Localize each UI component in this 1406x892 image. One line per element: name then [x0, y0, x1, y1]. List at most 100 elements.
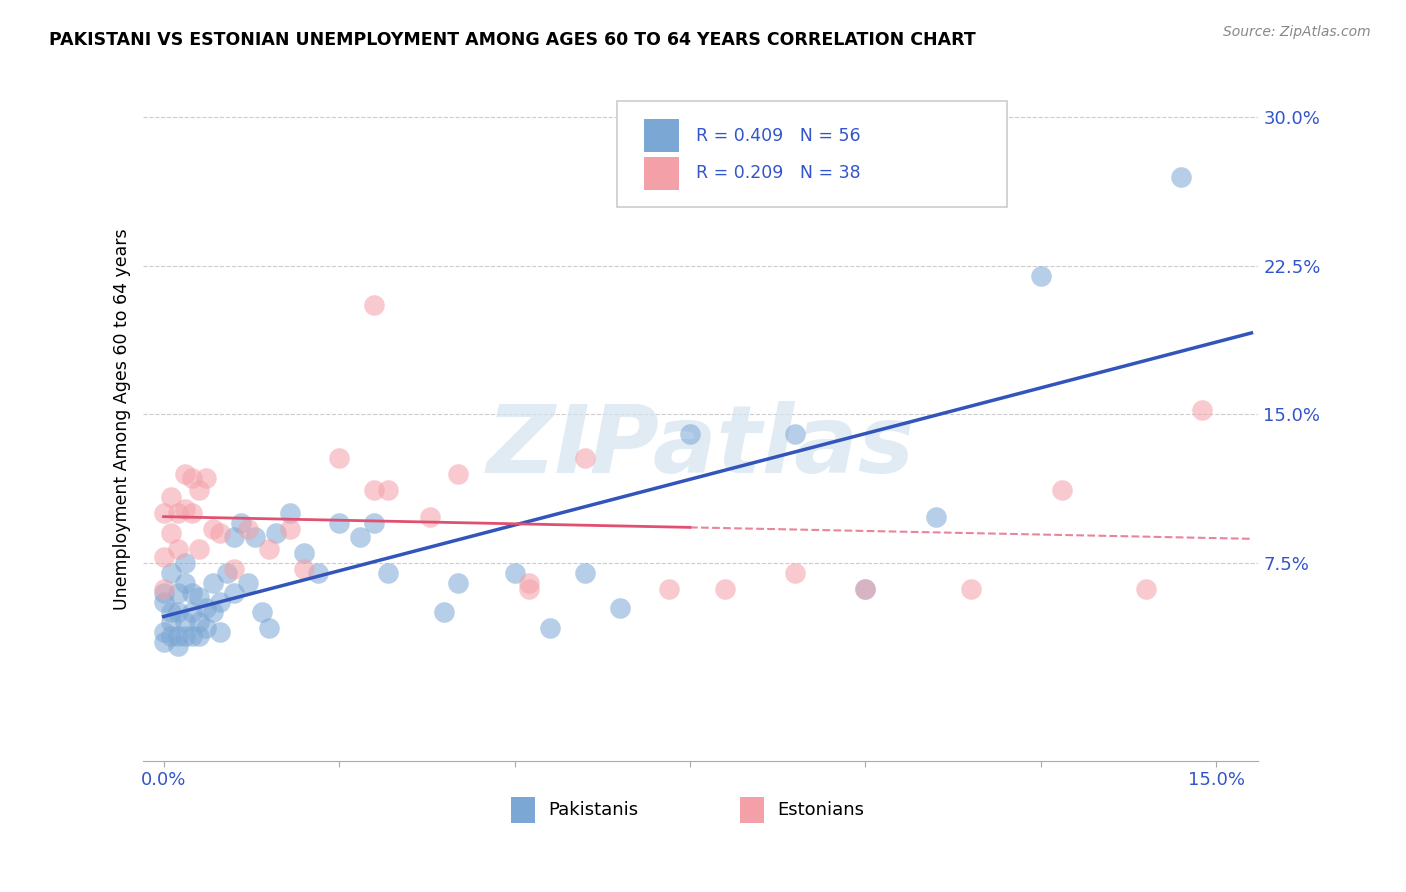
Point [187, 483, 209, 497]
Point [201, 522, 224, 536]
Point [433, 606, 456, 620]
Point [222, 562, 245, 576]
Point [152, 635, 174, 649]
Point [187, 615, 209, 630]
Point [785, 566, 807, 580]
Point [377, 566, 399, 580]
Point [152, 549, 174, 564]
Point [517, 582, 540, 596]
Point [173, 629, 195, 643]
Y-axis label: Unemployment Among Ages 60 to 64 years: Unemployment Among Ages 60 to 64 years [114, 228, 131, 610]
Point [152, 595, 174, 609]
Point [173, 575, 195, 590]
Point [785, 427, 807, 442]
FancyBboxPatch shape [510, 797, 536, 823]
FancyBboxPatch shape [644, 157, 679, 189]
Point [194, 601, 217, 615]
Point [194, 621, 217, 635]
Point [194, 470, 217, 484]
Point [180, 506, 202, 520]
Point [679, 427, 702, 442]
Point [159, 606, 181, 620]
Point [152, 506, 174, 520]
Point [292, 562, 315, 576]
Point [714, 582, 737, 596]
Point [377, 483, 399, 497]
Point [264, 526, 287, 541]
Text: Pakistanis: Pakistanis [548, 801, 638, 819]
Point [173, 615, 195, 630]
Point [243, 530, 266, 544]
Point [166, 606, 188, 620]
Point [208, 625, 231, 640]
Point [208, 526, 231, 541]
Point [222, 530, 245, 544]
Point [503, 566, 526, 580]
Point [236, 575, 259, 590]
Point [201, 606, 224, 620]
Point [574, 450, 596, 465]
Point [328, 450, 350, 465]
Point [236, 522, 259, 536]
Point [349, 530, 371, 544]
Point [1170, 169, 1192, 184]
Point [257, 621, 280, 635]
Text: Source: ZipAtlas.com: Source: ZipAtlas.com [1223, 25, 1371, 39]
Point [278, 506, 301, 520]
Point [257, 541, 280, 556]
Point [924, 510, 946, 524]
Point [180, 470, 202, 484]
Point [173, 467, 195, 481]
Point [363, 516, 385, 531]
Point [574, 566, 596, 580]
Point [166, 639, 188, 653]
Point [159, 491, 181, 505]
Point [609, 601, 631, 615]
Point [1191, 403, 1213, 417]
Point [159, 615, 181, 630]
Point [250, 606, 273, 620]
Text: R = 0.409   N = 56: R = 0.409 N = 56 [696, 127, 860, 145]
Point [187, 590, 209, 604]
Point [1029, 268, 1052, 283]
Point [447, 467, 470, 481]
Point [855, 582, 877, 596]
Point [173, 556, 195, 570]
Point [166, 506, 188, 520]
Point [201, 575, 224, 590]
Point [187, 629, 209, 643]
Point [419, 510, 441, 524]
FancyBboxPatch shape [644, 120, 679, 152]
Point [166, 585, 188, 599]
Point [538, 621, 561, 635]
Text: ZIPatlas: ZIPatlas [486, 401, 914, 492]
Point [152, 585, 174, 599]
FancyBboxPatch shape [617, 102, 1007, 207]
Point [187, 541, 209, 556]
Point [173, 502, 195, 516]
Point [1050, 483, 1073, 497]
Point [307, 566, 329, 580]
Point [292, 546, 315, 560]
Point [1135, 582, 1157, 596]
Point [215, 566, 238, 580]
Point [166, 629, 188, 643]
Point [855, 582, 877, 596]
Point [208, 595, 231, 609]
Point [180, 606, 202, 620]
Point [959, 582, 981, 596]
Text: R = 0.209   N = 38: R = 0.209 N = 38 [696, 164, 860, 182]
Point [447, 575, 470, 590]
Point [152, 625, 174, 640]
Point [159, 629, 181, 643]
Point [328, 516, 350, 531]
Point [159, 526, 181, 541]
Point [180, 585, 202, 599]
Text: PAKISTANI VS ESTONIAN UNEMPLOYMENT AMONG AGES 60 TO 64 YEARS CORRELATION CHART: PAKISTANI VS ESTONIAN UNEMPLOYMENT AMONG… [49, 31, 976, 49]
Point [363, 483, 385, 497]
Point [159, 566, 181, 580]
Point [658, 582, 681, 596]
Point [166, 541, 188, 556]
Point [152, 582, 174, 596]
Point [180, 629, 202, 643]
